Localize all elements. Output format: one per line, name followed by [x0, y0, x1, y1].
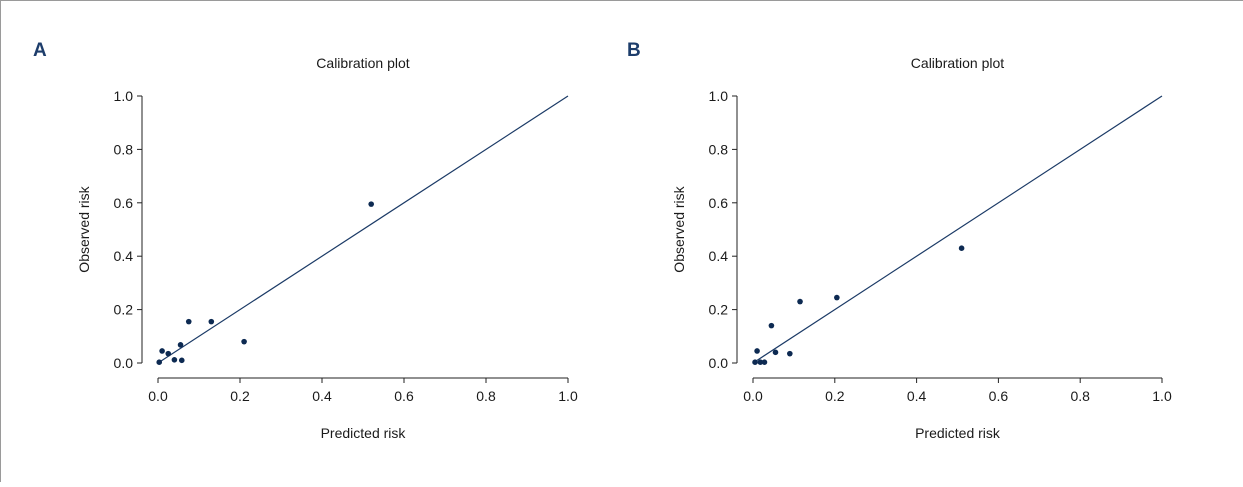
data-point	[178, 357, 185, 364]
y-axis-label: Observed risk	[76, 185, 92, 272]
data-point	[752, 359, 758, 365]
data-point	[754, 348, 760, 354]
data-point	[787, 350, 793, 357]
y-tick-label: 0.6	[114, 195, 134, 211]
x-tick-label: 0.8	[1070, 388, 1090, 404]
x-axis-label: Predicted risk	[915, 425, 1001, 441]
y-tick-label: 0.4	[114, 248, 134, 264]
x-axis-label: Predicted risk	[321, 425, 407, 441]
data-point	[165, 350, 172, 357]
panel-b: Calibration plot 0.0 0.2 0.4 0.6 0.8 1.0 0.0 0.2…	[671, 55, 1172, 441]
y-tick-label: 0.8	[709, 141, 729, 157]
y-tick-label: 0.8	[114, 141, 134, 157]
panel-letter-b: B	[627, 40, 641, 61]
y-tick-label: 1.0	[114, 88, 134, 104]
y-tick-label: 0.2	[114, 302, 134, 318]
data-point	[177, 342, 184, 348]
data-point	[761, 359, 768, 365]
data-point	[208, 318, 215, 325]
x-tick-label: 0.2	[230, 388, 250, 404]
data-point	[768, 322, 775, 329]
y-tick-label: 0.0	[709, 355, 729, 371]
y-axis-label: Observed risk	[671, 185, 687, 272]
chart-title: Calibration plot	[316, 55, 409, 71]
x-tick-label: 0.4	[907, 388, 927, 404]
chart-title: Calibration plot	[911, 55, 1004, 71]
x-tick-label: 0.0	[148, 388, 168, 404]
data-point	[156, 359, 163, 365]
data-point	[757, 359, 764, 365]
data-point	[241, 338, 247, 345]
data-point	[368, 201, 375, 207]
y-tick-label: 0.2	[709, 302, 729, 318]
data-point	[958, 245, 965, 251]
y-tick-label: 0.4	[709, 248, 729, 264]
data-point	[797, 298, 803, 305]
x-tick-label: 0.6	[394, 388, 414, 404]
x-tick-label: 0.0	[743, 388, 763, 404]
x-tick-label: 0.4	[312, 388, 332, 404]
reference-line	[157, 95, 569, 364]
data-point	[185, 318, 192, 325]
panel-a: Calibration plot 0.0 0.2 0.4 0.6 0.8 1.0 0.0 0.2…	[76, 55, 578, 441]
reference-line	[752, 95, 1163, 364]
data-point	[834, 294, 840, 301]
x-tick-label: 0.8	[476, 388, 496, 404]
data-point	[772, 349, 779, 356]
x-tick-label: 0.6	[989, 388, 1009, 404]
data-point	[171, 356, 178, 363]
panel-letter-a: A	[33, 40, 47, 61]
x-tick-label: 0.2	[825, 388, 845, 404]
x-tick-label: 1.0	[1152, 388, 1172, 404]
y-tick-label: 0.6	[709, 195, 729, 211]
y-tick-label: 0.0	[114, 355, 134, 371]
y-tick-label: 1.0	[709, 88, 729, 104]
x-tick-label: 1.0	[558, 388, 578, 404]
data-point	[159, 348, 165, 354]
